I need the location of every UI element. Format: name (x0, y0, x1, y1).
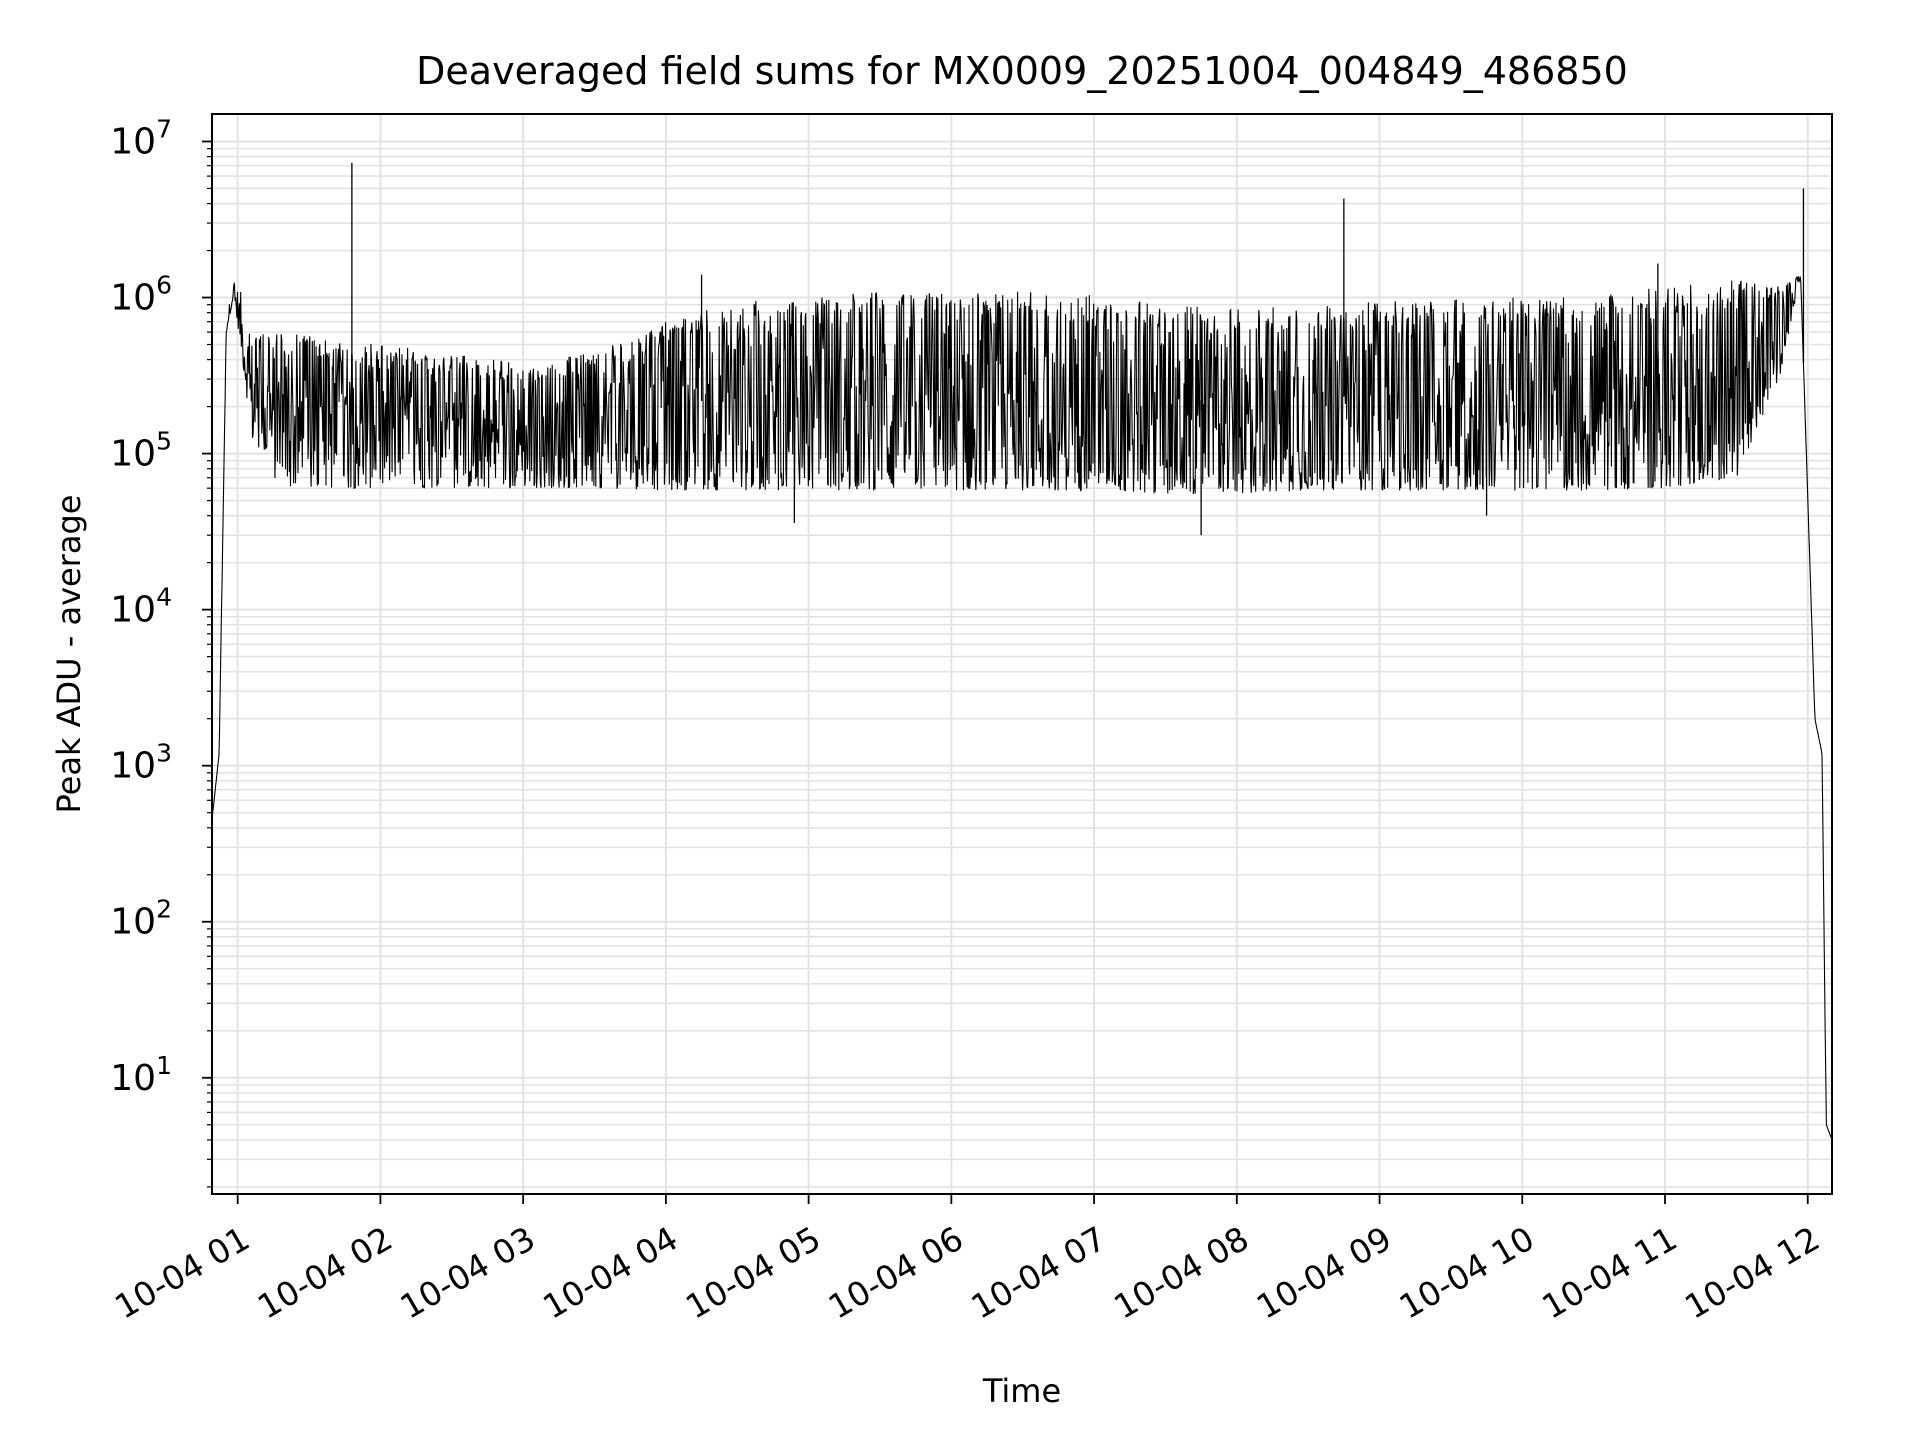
x-axis-label: Time (982, 1372, 1061, 1410)
y-axis: 101 102 103 104 105 106 107 (110, 114, 212, 1188)
y-tick-label: 107 (110, 114, 172, 162)
series-line (211, 276, 1833, 1141)
y-tick-label: 102 (110, 895, 172, 943)
axes-frame (211, 113, 1833, 1195)
chart-title: Deaveraged field sums for MX0009_2025100… (416, 49, 1628, 93)
series-layer (211, 162, 1833, 1141)
grid (212, 114, 1832, 1194)
y-tick-label: 105 (110, 427, 172, 475)
y-axis-label: Peak ADU - average (50, 495, 88, 814)
y-tick-label: 106 (110, 271, 172, 319)
y-tick-label: 101 (110, 1051, 172, 1099)
y-tick-label: 104 (110, 583, 172, 631)
y-tick-label: 103 (110, 739, 172, 787)
